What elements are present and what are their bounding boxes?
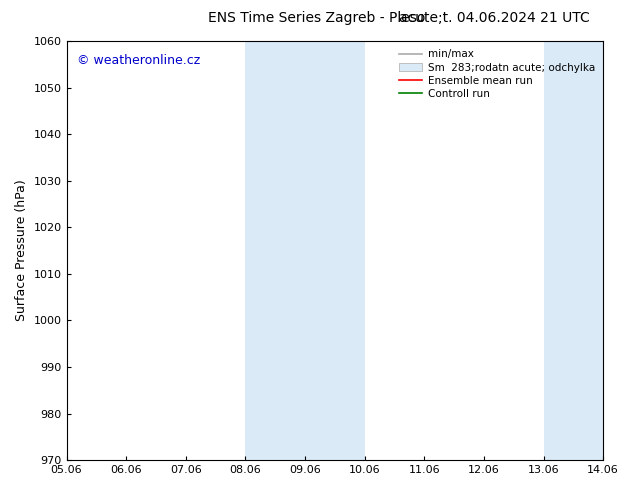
Bar xyxy=(543,41,603,460)
Text: ENS Time Series Zagreb - Pleso: ENS Time Series Zagreb - Pleso xyxy=(209,11,425,25)
Legend: min/max, Sm  283;rodatn acute; odchylka, Ensemble mean run, Controll run: min/max, Sm 283;rodatn acute; odchylka, … xyxy=(396,46,598,102)
Y-axis label: Surface Pressure (hPa): Surface Pressure (hPa) xyxy=(15,180,28,321)
Text: acute;t. 04.06.2024 21 UTC: acute;t. 04.06.2024 21 UTC xyxy=(399,11,590,25)
Text: © weatheronline.cz: © weatheronline.cz xyxy=(77,53,200,67)
Bar xyxy=(245,41,365,460)
